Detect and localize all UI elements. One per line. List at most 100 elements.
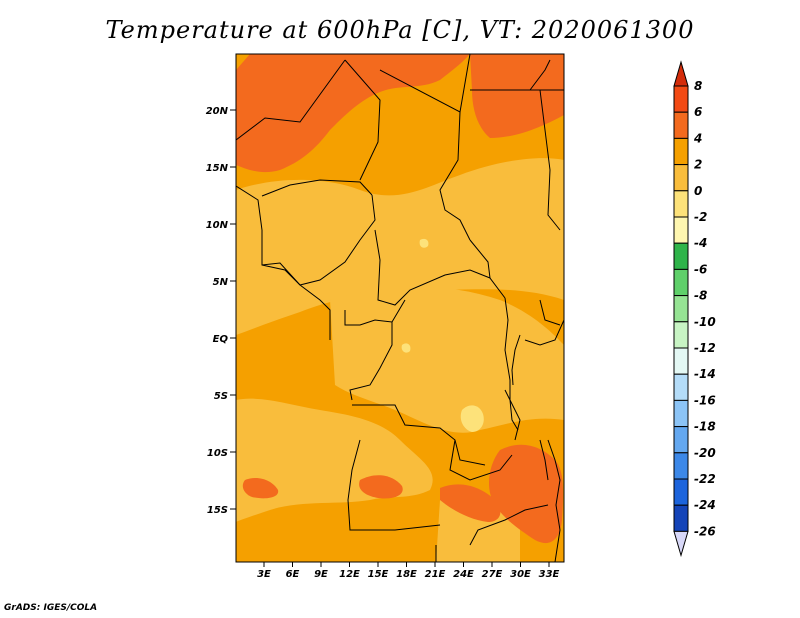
colorbar-swatch <box>673 373 689 401</box>
lat-label: 5S <box>214 391 228 402</box>
colorbar-top-arrow <box>673 60 689 87</box>
border-drc-east <box>504 297 521 441</box>
colorbar-label: 8 <box>694 79 702 93</box>
lat-label: 10S <box>207 448 228 459</box>
border-chad-sudan <box>439 111 471 241</box>
colorbar-swatch <box>673 242 689 270</box>
colorbar-label: -8 <box>694 289 707 303</box>
colorbar-swatch <box>673 347 689 375</box>
credit-label: GrADS: IGES/COLA <box>4 603 98 613</box>
latitude-axis: 20N 15N 10N 5N EQ 5S 10S 15S <box>206 106 236 516</box>
cool-spots <box>401 238 484 432</box>
border-gulf-guinea-coast <box>261 264 331 340</box>
border-red-sea <box>529 59 551 91</box>
border-botswana-zimbabwe <box>469 504 549 546</box>
lon-label: 6E <box>286 569 300 580</box>
colorbar-swatch <box>673 85 689 113</box>
colorbar-label: -4 <box>694 236 707 250</box>
border-car-sudan <box>469 239 506 299</box>
colorbar-label: -6 <box>694 262 707 276</box>
border-kenya <box>539 299 561 326</box>
cool-spot-central-a <box>460 405 484 432</box>
lon-label: 9E <box>314 569 328 580</box>
lon-label: 15E <box>368 569 389 580</box>
cool-spot-central-b <box>419 238 429 248</box>
colorbar-swatch <box>673 478 689 506</box>
lat-label: 15N <box>206 163 229 174</box>
lon-label: 18E <box>396 569 417 580</box>
colorbar-swatch <box>673 426 689 454</box>
country-borders <box>236 54 564 562</box>
warm-region-south-west <box>359 475 403 499</box>
mild-region-central <box>330 286 564 433</box>
warm-region-kalahari <box>440 484 501 522</box>
colorbar-swatch <box>673 504 689 532</box>
lon-label: 27E <box>482 569 503 580</box>
map-frame <box>235 53 565 563</box>
lon-label: 12E <box>339 569 360 580</box>
lat-label: 20N <box>206 106 229 117</box>
colorbar-swatch <box>673 111 689 139</box>
lat-label: 15S <box>207 505 228 516</box>
colorbar-swatch <box>673 321 689 349</box>
warm-region-angola <box>242 478 279 499</box>
border-cameroon-car <box>374 229 491 306</box>
colorbar-label: -14 <box>694 367 716 381</box>
colorbar-label: 0 <box>694 184 702 198</box>
colorbar-label: -12 <box>694 341 716 355</box>
colorbar-label: -18 <box>694 420 716 434</box>
colorbar-label: -20 <box>694 446 716 460</box>
lat-label: EQ <box>213 334 229 345</box>
border-sudan-ethiopia <box>539 89 561 231</box>
lon-label: 21E <box>425 569 446 580</box>
warm-region-sahara <box>236 54 470 173</box>
colorbar-label: -22 <box>694 472 716 486</box>
colorbar-label: -10 <box>694 315 716 329</box>
colorbar-bottom-arrow <box>673 530 689 558</box>
colorbar-label: -26 <box>694 524 716 538</box>
mild-region-north <box>236 158 564 335</box>
border-north-coast-west <box>236 59 346 141</box>
colorbar: 8 6 4 2 0 -2 -4 -6 -8 -10 -12 -14 -16 -18 -20 -22 -24 -26 <box>673 60 716 558</box>
colorbar-swatch <box>673 216 689 244</box>
colorbar-swatch <box>673 399 689 428</box>
border-tanzania <box>524 319 564 346</box>
border-congo-drc <box>349 322 393 401</box>
border-niger-chad <box>344 59 381 181</box>
border-drc-angola <box>352 404 486 466</box>
lon-label: 3E <box>257 569 271 580</box>
lon-label: 24E <box>453 569 474 580</box>
colorbar-swatch <box>673 137 689 166</box>
border-east-coast <box>511 334 521 386</box>
colorbar-label: -2 <box>694 210 707 224</box>
warm-region-northeast <box>470 54 564 138</box>
colorbar-label: -24 <box>694 498 716 512</box>
colorbar-label: 4 <box>693 131 702 145</box>
colorbar-label: 2 <box>694 158 702 172</box>
lon-label: 33E <box>539 569 560 580</box>
colorbar-label: -16 <box>694 393 716 407</box>
border-nigeria-cameroon <box>299 194 376 286</box>
chart-title: Temperature at 600hPa [C], VT: 202006130… <box>105 16 695 44</box>
lon-label: 30E <box>510 569 531 580</box>
cool-spot-central-c <box>401 343 411 353</box>
border-zambia <box>449 439 513 481</box>
border-west-africa <box>236 185 301 286</box>
border-congo <box>344 299 406 326</box>
map-panel <box>236 54 564 562</box>
border-lake-malawi <box>539 439 549 481</box>
colorbar-swatch <box>673 268 689 297</box>
lat-label: 10N <box>206 220 229 231</box>
border-mozambique <box>547 439 561 562</box>
colorbar-swatch <box>673 452 689 480</box>
longitude-axis: 3E 6E 9E 12E 15E 18E 21E 24E 27E 30E 33E <box>257 562 560 580</box>
colorbar-swatch <box>673 295 689 323</box>
colorbar-label: 6 <box>694 105 702 119</box>
colorbar-swatch <box>673 190 689 218</box>
mild-regions <box>236 158 564 562</box>
border-nigeria-north <box>261 179 373 197</box>
border-angola-namibia <box>347 439 441 531</box>
border-lake-tanganyika <box>504 389 519 431</box>
lat-label: 5N <box>213 277 229 288</box>
